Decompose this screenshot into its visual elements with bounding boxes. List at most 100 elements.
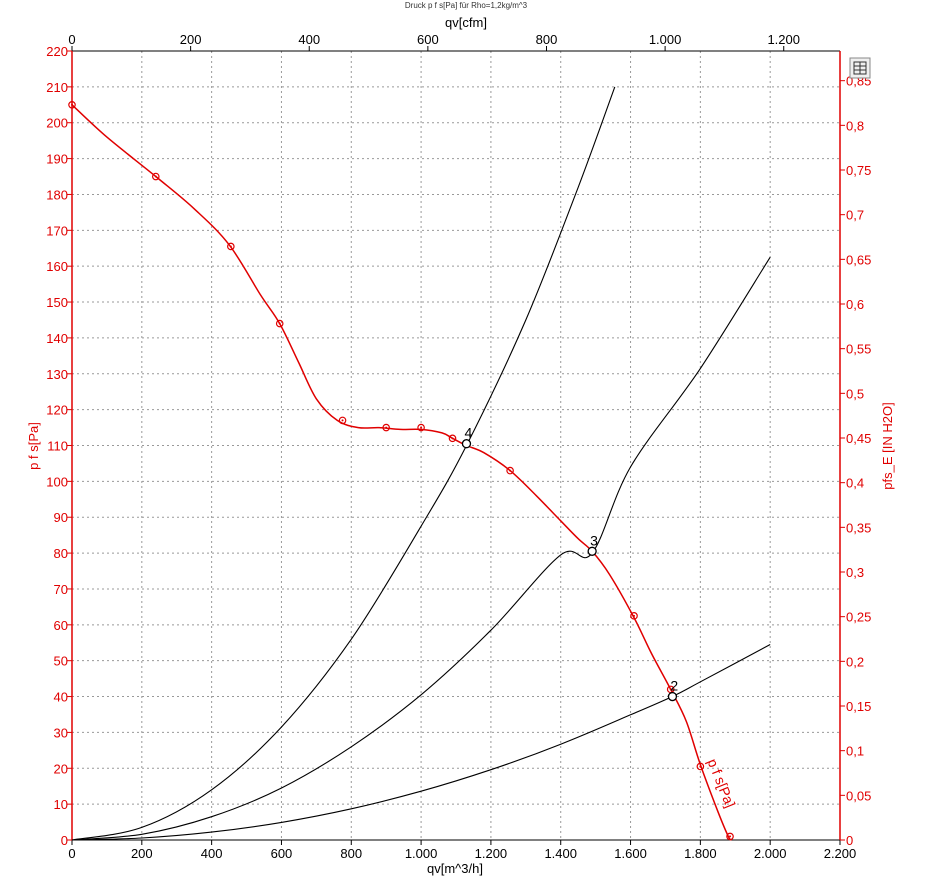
- y-tick-label: 90: [54, 510, 68, 525]
- operating-point-4: [461, 439, 472, 449]
- measured-point-center: [451, 437, 454, 440]
- y-right-tick-label: 0,8: [846, 118, 864, 133]
- x-top-tick-label: 1.000: [649, 32, 682, 47]
- y-tick-label: 60: [54, 618, 68, 633]
- fan-curve: p f s[Pa]: [68, 100, 739, 841]
- x-tick-label: 2.000: [754, 846, 787, 861]
- y-right-tick-label: 0,55: [846, 342, 871, 357]
- y-tick-label: 80: [54, 546, 68, 561]
- y-tick-label: 10: [54, 797, 68, 812]
- x-top-tick-label: 0: [68, 32, 75, 47]
- x-top-axis-title: qv[cfm]: [445, 15, 487, 30]
- y-tick-label: 130: [46, 367, 68, 382]
- x-top-tick-label: 600: [417, 32, 439, 47]
- grid: [72, 51, 840, 840]
- measured-point: [506, 466, 514, 475]
- x-top-tick-label: 800: [536, 32, 558, 47]
- measured-point-center: [729, 835, 732, 838]
- operating-points: 4 3 2: [461, 425, 678, 702]
- y-tick-label: 160: [46, 259, 68, 274]
- y-axis-title: p f s[Pa]: [26, 422, 41, 470]
- y-right-tick-label: 0,45: [846, 431, 871, 446]
- x-tick-label: 1.200: [475, 846, 508, 861]
- y-right-tick-label: 0,6: [846, 297, 864, 312]
- measured-point-center: [699, 765, 702, 768]
- measured-point: [68, 100, 76, 109]
- chart-title: Druck p f s[Pa] für Rho=1,2kg/m^3: [405, 1, 528, 10]
- x-axis-title: qv[m^3/h]: [427, 861, 483, 876]
- system-curve-4: [71, 86, 616, 841]
- y-tick-label: 200: [46, 116, 68, 131]
- fan-curve-line: [71, 104, 733, 841]
- measured-point: [275, 319, 284, 328]
- y-tick-label: 100: [46, 474, 68, 489]
- y-right-tick-label: 0,5: [846, 386, 864, 401]
- y-tick-label: 50: [54, 654, 68, 669]
- y-tick-label: 170: [46, 223, 68, 238]
- axes: 0 200 400 600 800 1.000 1.200 1.400 1.600 1.800 2.…: [46, 32, 871, 861]
- zoom-fit-icon[interactable]: [849, 57, 871, 79]
- y-tick-label: 30: [54, 725, 68, 740]
- y-tick-label: 70: [54, 582, 68, 597]
- measured-point-center: [385, 426, 388, 429]
- x-top-tick-label: 1.200: [767, 32, 800, 47]
- operating-point-label-4: 4: [464, 425, 472, 441]
- measured-point: [417, 423, 425, 432]
- x-tick-label: 200: [131, 846, 153, 861]
- x-tick-label: 2.200: [824, 846, 857, 861]
- y-right-tick-label: 0: [846, 833, 853, 848]
- measured-point-center: [420, 426, 423, 429]
- y-right-tick-label: 0,75: [846, 163, 871, 178]
- x-tick-label: 0: [68, 846, 75, 861]
- y-tick-label: 20: [54, 761, 68, 776]
- x-tick-label: 1.600: [614, 846, 647, 861]
- x-tick-label: 600: [271, 846, 293, 861]
- y-right-tick-label: 0,1: [846, 744, 864, 759]
- y-right-tick-label: 0,4: [846, 476, 864, 491]
- measured-point: [726, 832, 734, 841]
- measured-point-center: [229, 245, 232, 248]
- measured-point: [382, 423, 390, 432]
- y-tick-label: 120: [46, 403, 68, 418]
- x-tick-label: 1.000: [405, 846, 438, 861]
- y-tick-label: 190: [46, 152, 68, 167]
- measured-point-center: [341, 419, 344, 422]
- measured-point-center: [669, 688, 672, 691]
- x-tick-label: 800: [340, 846, 362, 861]
- measured-point-center: [633, 614, 636, 617]
- x-top-tick-label: 200: [180, 32, 202, 47]
- operating-point-label-3: 3: [590, 532, 598, 548]
- fan-curve-label: p f s[Pa]: [705, 756, 739, 810]
- y-right-tick-label: 0,7: [846, 208, 864, 223]
- x-top-tick-label: 400: [298, 32, 320, 47]
- measured-point: [630, 612, 638, 620]
- measured-point-center: [154, 175, 157, 178]
- measured-point: [151, 172, 160, 181]
- y-tick-label: 210: [46, 80, 68, 95]
- y-right-tick-label: 0,15: [846, 699, 871, 714]
- y-right-tick-label: 0,3: [846, 565, 864, 580]
- y-right-tick-label: 0,2: [846, 654, 864, 669]
- measured-point-center: [71, 103, 73, 106]
- x-tick-label: 400: [201, 846, 223, 861]
- y-tick-label: 40: [54, 690, 68, 705]
- y-right-tick-label: 0,65: [846, 252, 871, 267]
- measured-point: [338, 416, 347, 425]
- y-tick-label: 220: [46, 44, 68, 59]
- y-tick-label: 140: [46, 331, 68, 346]
- y-right-axis-title: pfs_E [IN H2O]: [880, 402, 895, 489]
- y-tick-label: 180: [46, 187, 68, 202]
- x-tick-label: 1.800: [684, 846, 717, 861]
- y-right-tick-label: 0,35: [846, 520, 871, 535]
- operating-point-label-2: 2: [670, 678, 678, 694]
- operating-point-3: [587, 546, 597, 556]
- measured-point-center: [278, 322, 281, 325]
- y-tick-label: 110: [47, 439, 68, 454]
- measured-point: [696, 762, 705, 771]
- system-curve-3: [71, 256, 771, 841]
- measured-point-center: [509, 469, 512, 472]
- y-tick-label: 0: [61, 833, 68, 848]
- y-tick-label: 150: [46, 295, 68, 310]
- x-tick-label: 1.400: [544, 846, 577, 861]
- measured-point: [448, 434, 457, 443]
